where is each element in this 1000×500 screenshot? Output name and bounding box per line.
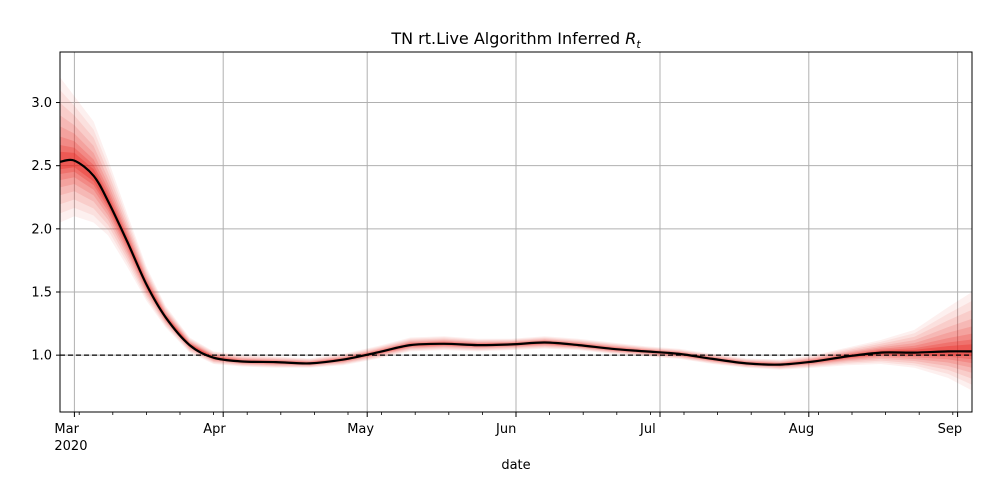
x-tick-year-label: 2020 bbox=[54, 439, 87, 454]
x-tick-label: Mar bbox=[54, 422, 79, 437]
x-axis-label: date bbox=[501, 458, 530, 473]
x-axis-ticks: Mar 2020 Apr May Jun Jul Aug Sep bbox=[54, 412, 962, 454]
chart-title: TN rt.Live Algorithm Inferred Rt bbox=[390, 29, 641, 51]
y-tick-label: 1.0 bbox=[31, 349, 52, 364]
y-tick-label: 2.5 bbox=[31, 159, 52, 174]
grid-lines bbox=[60, 52, 972, 412]
credible-band bbox=[60, 102, 972, 379]
y-tick-label: 3.0 bbox=[31, 96, 52, 111]
x-tick-label: Jun bbox=[495, 422, 516, 437]
credible-band bbox=[60, 115, 972, 373]
y-tick-label: 2.0 bbox=[31, 222, 52, 237]
x-tick-label: Aug bbox=[789, 422, 814, 437]
y-axis-ticks: 1.0 1.5 2.0 2.5 3.0 bbox=[31, 96, 60, 364]
x-tick-label: May bbox=[347, 422, 374, 437]
x-tick-label: Sep bbox=[938, 422, 963, 437]
credible-band bbox=[60, 77, 972, 391]
x-tick-label: Jul bbox=[639, 422, 656, 437]
x-tick-label: Apr bbox=[203, 422, 226, 437]
y-tick-label: 1.5 bbox=[31, 286, 52, 301]
rt-median-line bbox=[60, 158, 972, 366]
